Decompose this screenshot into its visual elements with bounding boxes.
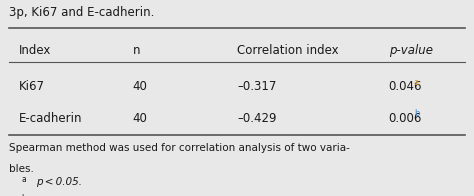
Text: –0.317: –0.317 [237, 80, 276, 93]
Text: 40: 40 [133, 112, 147, 125]
Text: 40: 40 [133, 80, 147, 93]
Text: 0.006: 0.006 [389, 112, 422, 125]
Text: a: a [21, 175, 26, 184]
Text: Index: Index [19, 44, 51, 57]
Text: Spearman method was used for correlation analysis of two varia-: Spearman method was used for correlation… [9, 143, 350, 153]
Text: Ki67: Ki67 [19, 80, 45, 93]
Text: 0.046: 0.046 [389, 80, 422, 93]
Text: b: b [21, 194, 26, 196]
Text: 3p, Ki67 and E-cadherin.: 3p, Ki67 and E-cadherin. [9, 6, 155, 19]
Text: a: a [414, 78, 419, 87]
Text: bles.: bles. [9, 164, 34, 174]
Text: –0.429: –0.429 [237, 112, 276, 125]
Text: n: n [133, 44, 140, 57]
Text: E-cadherin: E-cadherin [19, 112, 82, 125]
Text: p-value: p-value [389, 44, 433, 57]
Text: b: b [414, 109, 419, 118]
Text: Correlation index: Correlation index [237, 44, 338, 57]
Text: p < 0.05.: p < 0.05. [36, 177, 82, 187]
